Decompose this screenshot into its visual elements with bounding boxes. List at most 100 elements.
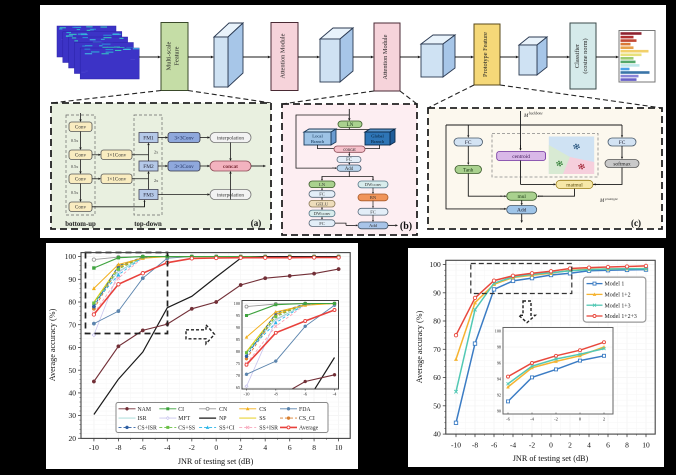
svg-text:FC: FC [465,140,472,146]
svg-text:90: 90 [236,325,240,330]
svg-text:Conv: Conv [75,125,87,131]
svg-text:-10: -10 [89,443,99,452]
svg-text:matmul: matmul [566,182,583,188]
svg-text:Average accuracy (%): Average accuracy (%) [415,310,424,383]
svg-text:40: 40 [69,389,77,398]
svg-text:6: 6 [288,443,292,452]
svg-text:Conv: Conv [75,153,87,159]
svg-text:GELU: GELU [316,201,329,206]
svg-text:CI: CI [178,407,184,413]
svg-text:Model 1+2: Model 1+2 [605,293,631,299]
svg-text:Feature: Feature [173,46,180,65]
svg-text:-4: -4 [164,443,170,452]
svg-text:FM2: FM2 [143,164,154,170]
svg-text:JNR of testing set (dB): JNR of testing set (dB) [178,457,254,466]
svg-text:10: 10 [642,441,650,450]
svg-text:20: 20 [69,434,77,443]
svg-text:LN: LN [347,123,354,128]
svg-text:FM3: FM3 [143,193,154,199]
svg-text:Add: Add [369,223,378,228]
svg-text:NAM: NAM [138,407,152,413]
svg-text:0.5x: 0.5x [71,138,79,143]
svg-text:FC: FC [319,192,325,197]
svg-text:98: 98 [497,345,501,350]
svg-text:FDA: FDA [299,407,311,413]
svg-text:4: 4 [263,443,267,452]
svg-text:70: 70 [433,345,441,354]
svg-text:80: 80 [69,298,77,307]
svg-text:CN: CN [219,407,228,413]
svg-text:Conv: Conv [75,177,87,183]
svg-text:-8: -8 [115,443,121,452]
svg-text:70: 70 [236,373,240,378]
svg-text:prototype: prototype [604,197,618,201]
svg-text:-2: -2 [529,441,535,450]
svg-text:bottom-up: bottom-up [65,221,96,228]
svg-text:90: 90 [69,275,77,284]
svg-text:Tanh: Tanh [463,167,474,173]
svg-text:1×1Conv: 1×1Conv [107,177,127,183]
svg-text:top-down: top-down [134,221,162,228]
svg-text:FM1: FM1 [143,136,154,142]
svg-text:2x: 2x [154,150,159,155]
svg-text:Conv: Conv [75,205,87,211]
svg-text:-8: -8 [274,392,278,397]
svg-text:M: M [599,199,605,204]
svg-text:CS: CS [259,407,266,413]
svg-text:-10: -10 [244,392,251,397]
svg-text:10: 10 [335,443,343,452]
svg-text:95: 95 [236,313,240,318]
svg-text:3×3Conv: 3×3Conv [174,135,194,141]
svg-text:backbone: backbone [529,112,543,116]
svg-text:90: 90 [497,409,501,414]
svg-text:BN: BN [370,195,377,200]
svg-text:-6: -6 [303,392,307,397]
svg-text:6: 6 [606,441,610,450]
svg-text:60: 60 [433,373,441,382]
svg-text:94: 94 [497,377,502,382]
svg-text:(c): (c) [631,218,641,228]
svg-text:-8: -8 [472,441,478,450]
svg-text:concat: concat [223,164,238,170]
svg-text:(a): (a) [251,218,262,228]
svg-text:SS+CI: SS+CI [219,425,235,431]
svg-text:100: 100 [65,252,77,261]
svg-text:mul: mul [518,194,527,200]
svg-text:DWconv: DWconv [314,211,331,216]
svg-text:2: 2 [603,417,605,422]
svg-text:3×3Conv: 3×3Conv [174,164,194,170]
svg-text:Branch: Branch [371,139,385,144]
svg-text:FC: FC [319,221,325,226]
svg-text:-2: -2 [189,443,195,452]
svg-text:SS: SS [259,416,265,422]
svg-text:CS_CI: CS_CI [299,416,315,422]
svg-text:65: 65 [236,385,240,390]
svg-text:CS+ISR: CS+ISR [138,425,158,431]
svg-text:FC: FC [619,140,626,146]
svg-text:0.5x: 0.5x [71,190,79,195]
svg-text:MFT: MFT [178,416,190,422]
svg-text:Add: Add [517,208,527,214]
svg-text:Branch: Branch [311,139,325,144]
svg-text:100: 100 [495,329,501,334]
svg-text:LN: LN [319,182,326,187]
svg-text:92: 92 [497,393,501,398]
svg-text:Average accuracy (%): Average accuracy (%) [48,308,57,381]
svg-text:concat: concat [343,148,356,153]
svg-text:Multi-scale: Multi-scale [166,41,173,70]
svg-text:Attention Module: Attention Module [382,34,389,79]
svg-text:Prototype Feature: Prototype Feature [482,32,489,77]
svg-text:0: 0 [579,417,582,422]
svg-text:2: 2 [239,443,243,452]
svg-text:Model 1: Model 1 [605,282,625,288]
svg-text:0: 0 [214,443,218,452]
svg-text:60: 60 [69,343,77,352]
svg-text:-4: -4 [510,441,516,450]
svg-text:FC: FC [370,209,376,214]
svg-text:Classifier: Classifier [574,43,581,68]
svg-text:4: 4 [587,441,591,450]
svg-text:Add: Add [345,167,354,172]
svg-text:Global: Global [371,134,384,139]
svg-text:-4: -4 [333,392,337,397]
svg-text:1×1Conv: 1×1Conv [107,153,127,159]
